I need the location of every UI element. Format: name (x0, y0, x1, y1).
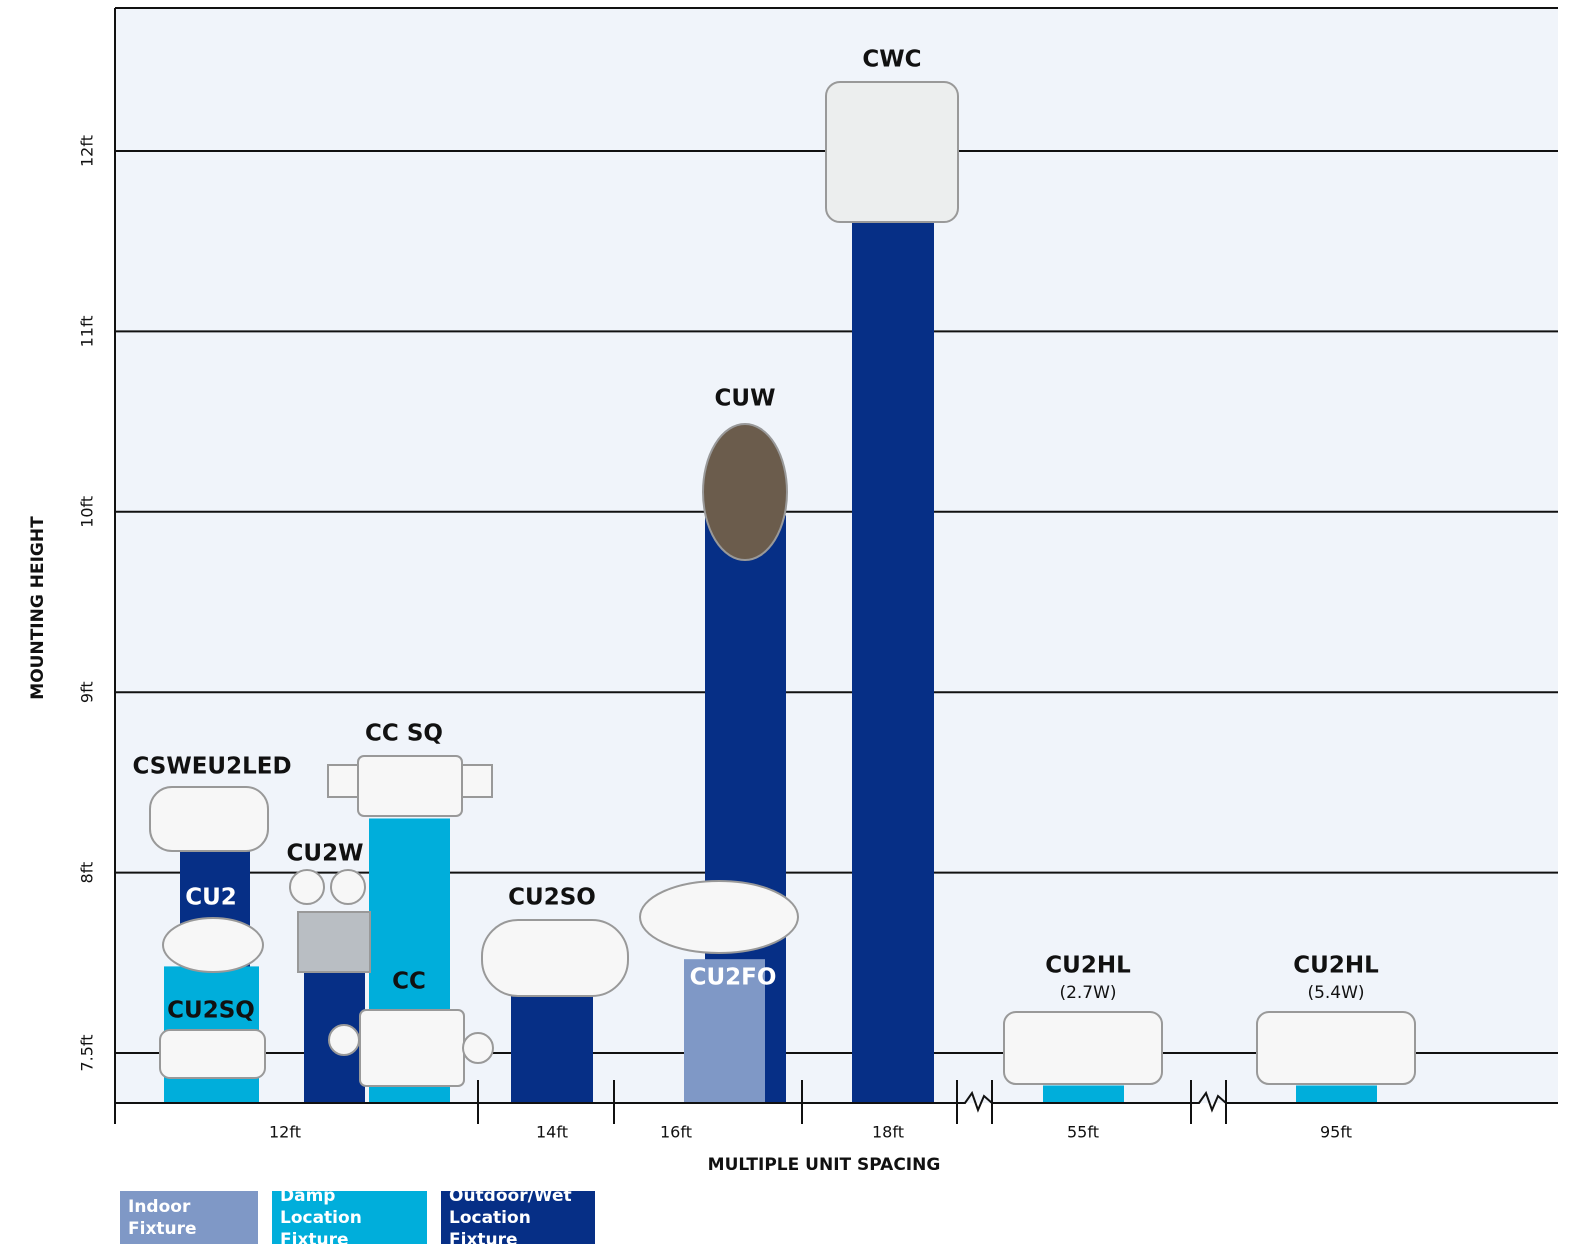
fixture-image (297, 911, 371, 973)
y-tick-label: 10ft (78, 496, 97, 528)
fixture-image (359, 1009, 465, 1087)
fixture-image (462, 1032, 494, 1064)
legend-item: Outdoor/Wet Location Fixture (441, 1186, 595, 1250)
legend-item: Damp Location Fixture (272, 1186, 427, 1250)
bar-label: CU2 (185, 885, 237, 911)
fixture-image (162, 917, 264, 973)
fixture-image (159, 1029, 266, 1079)
fixture-image (357, 755, 463, 817)
bar-label: CSWEU2LED (132, 754, 291, 780)
legend-item: Indoor Fixture (120, 1191, 258, 1244)
fixture-image (461, 764, 493, 798)
fixture-image (481, 919, 629, 997)
x-tick-label: 95ft (1320, 1123, 1352, 1142)
fixture-image (639, 880, 799, 954)
bar-label: CC SQ (365, 721, 443, 747)
fixture-images (149, 81, 1416, 1087)
axis-break (957, 1090, 993, 1113)
x-tick-label: 12ft (269, 1123, 301, 1142)
bar (852, 214, 934, 1104)
x-axis-title: MULTIPLE UNIT SPACING (708, 1155, 941, 1175)
fixture-image (327, 764, 359, 798)
bar-label: CU2SO (508, 885, 596, 911)
fixture-image (330, 869, 366, 905)
fixture-image (328, 1024, 360, 1056)
y-tick-label: 8ft (78, 862, 97, 884)
y-tick-label: 12ft (78, 135, 97, 167)
fixture-image (289, 869, 325, 905)
bar-label: CU2W (287, 841, 364, 867)
bar-label: CU2HL (1045, 953, 1131, 979)
bar-label: CU2SQ (167, 998, 255, 1024)
x-tick-label: 14ft (536, 1123, 568, 1142)
bar-label: CU2FO (690, 965, 777, 991)
y-axis-title: MOUNTING HEIGHT (28, 516, 48, 700)
y-tick-label: 9ft (78, 681, 97, 703)
bar (684, 959, 765, 1104)
fixture-image (702, 423, 788, 561)
fixture-image (1003, 1011, 1163, 1085)
axis-break (1191, 1090, 1227, 1113)
fixture-image (1256, 1011, 1416, 1085)
bar-note: (2.7W) (1059, 983, 1116, 1003)
chart: MOUNTING HEIGHT MULTIPLE UNIT SPACING 7.… (28, 7, 1558, 1175)
y-tick-label: 11ft (78, 315, 97, 347)
bar (511, 991, 593, 1104)
bar-label: CC (392, 969, 426, 995)
bar (1043, 1085, 1124, 1104)
y-tick-label: 7.5ft (78, 1034, 97, 1071)
bar-label: CUW (715, 386, 776, 412)
bar-label: CU2HL (1293, 953, 1379, 979)
x-tick-label: 18ft (872, 1123, 904, 1142)
x-axis (114, 7, 1558, 1124)
bar (1296, 1085, 1377, 1104)
fixture-image (825, 81, 959, 223)
x-tick-label: 55ft (1067, 1123, 1099, 1142)
bar-note: (5.4W) (1307, 983, 1364, 1003)
legend: Indoor Fixture Damp Location Fixture Outdo… (120, 1186, 609, 1250)
bar-label: CWC (862, 47, 921, 73)
fixture-image (149, 786, 269, 852)
x-tick-label: 16ft (660, 1123, 692, 1142)
